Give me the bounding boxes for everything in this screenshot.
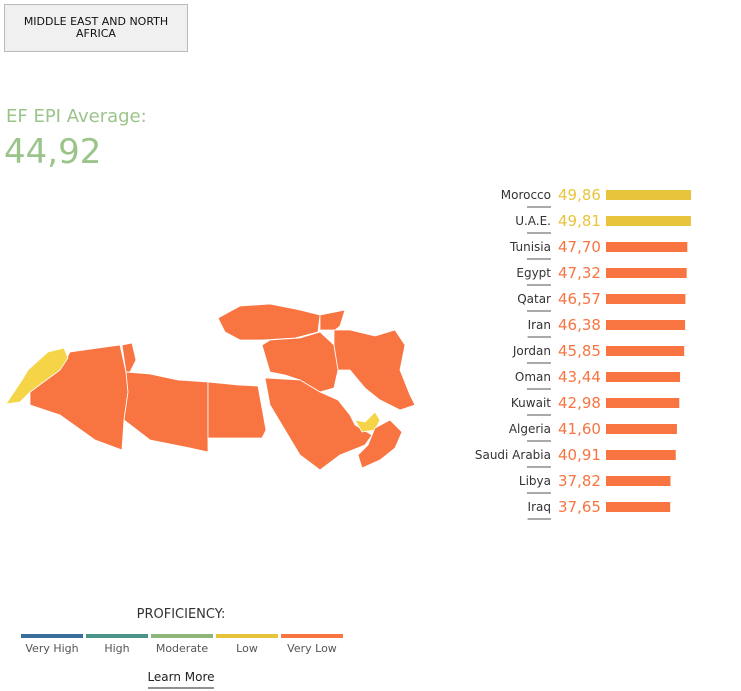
country-label: Jordan <box>512 344 551 358</box>
map <box>5 303 416 471</box>
value-label: 47,70 <box>558 238 601 256</box>
country-label: Libya <box>519 474 551 488</box>
legend-swatch <box>281 634 343 638</box>
learn-more-link[interactable]: Learn More <box>147 670 214 684</box>
bar <box>606 424 677 434</box>
bar <box>606 216 691 226</box>
country-label: Iran <box>528 318 551 332</box>
value-label: 46,38 <box>558 316 601 334</box>
bar <box>606 398 680 408</box>
value-label: 37,65 <box>558 498 601 516</box>
legend-label: High <box>104 642 129 655</box>
bar <box>606 268 687 278</box>
bar <box>606 294 686 304</box>
legend-swatch <box>21 634 83 638</box>
bar <box>606 242 688 252</box>
country-label: Qatar <box>517 292 551 306</box>
bar <box>606 450 676 460</box>
country-label: Kuwait <box>511 396 551 410</box>
value-label: 41,60 <box>558 420 601 438</box>
country-label: Oman <box>515 370 551 384</box>
value-label: 42,98 <box>558 394 601 412</box>
value-label: 43,44 <box>558 368 601 386</box>
legend-label: Very High <box>25 642 78 655</box>
value-label: 37,82 <box>558 472 601 490</box>
country-label: Tunisia <box>509 240 551 254</box>
country-label: Saudi Arabia <box>475 448 551 462</box>
bar <box>606 346 685 356</box>
country-label: U.A.E. <box>515 214 551 228</box>
value-label: 49,86 <box>558 186 601 204</box>
bar <box>606 190 692 200</box>
legend-title: PROFICIENCY: <box>137 607 226 622</box>
average-label: EF EPI Average: <box>6 106 147 127</box>
legend-swatch <box>86 634 148 638</box>
value-label: 47,32 <box>558 264 601 282</box>
country-label: Algeria <box>509 422 551 436</box>
region-button[interactable]: MIDDLE EAST AND NORTH AFRICA <box>4 4 188 52</box>
value-label: 49,81 <box>558 212 601 230</box>
bar <box>606 320 686 330</box>
bar <box>606 476 671 486</box>
average-value: 44,92 <box>4 132 102 172</box>
value-label: 45,85 <box>558 342 601 360</box>
value-label: 46,57 <box>558 290 601 308</box>
legend-swatch <box>216 634 278 638</box>
bar <box>606 372 681 382</box>
legend-label: Very Low <box>287 642 337 655</box>
legend-swatch <box>151 634 213 638</box>
country-label: Morocco <box>501 188 551 202</box>
country-label: Egypt <box>516 266 551 280</box>
legend-label: Moderate <box>156 642 209 655</box>
value-label: 40,91 <box>558 446 601 464</box>
legend-label: Low <box>236 642 258 655</box>
country-label: Iraq <box>528 500 551 514</box>
bar <box>606 502 671 512</box>
